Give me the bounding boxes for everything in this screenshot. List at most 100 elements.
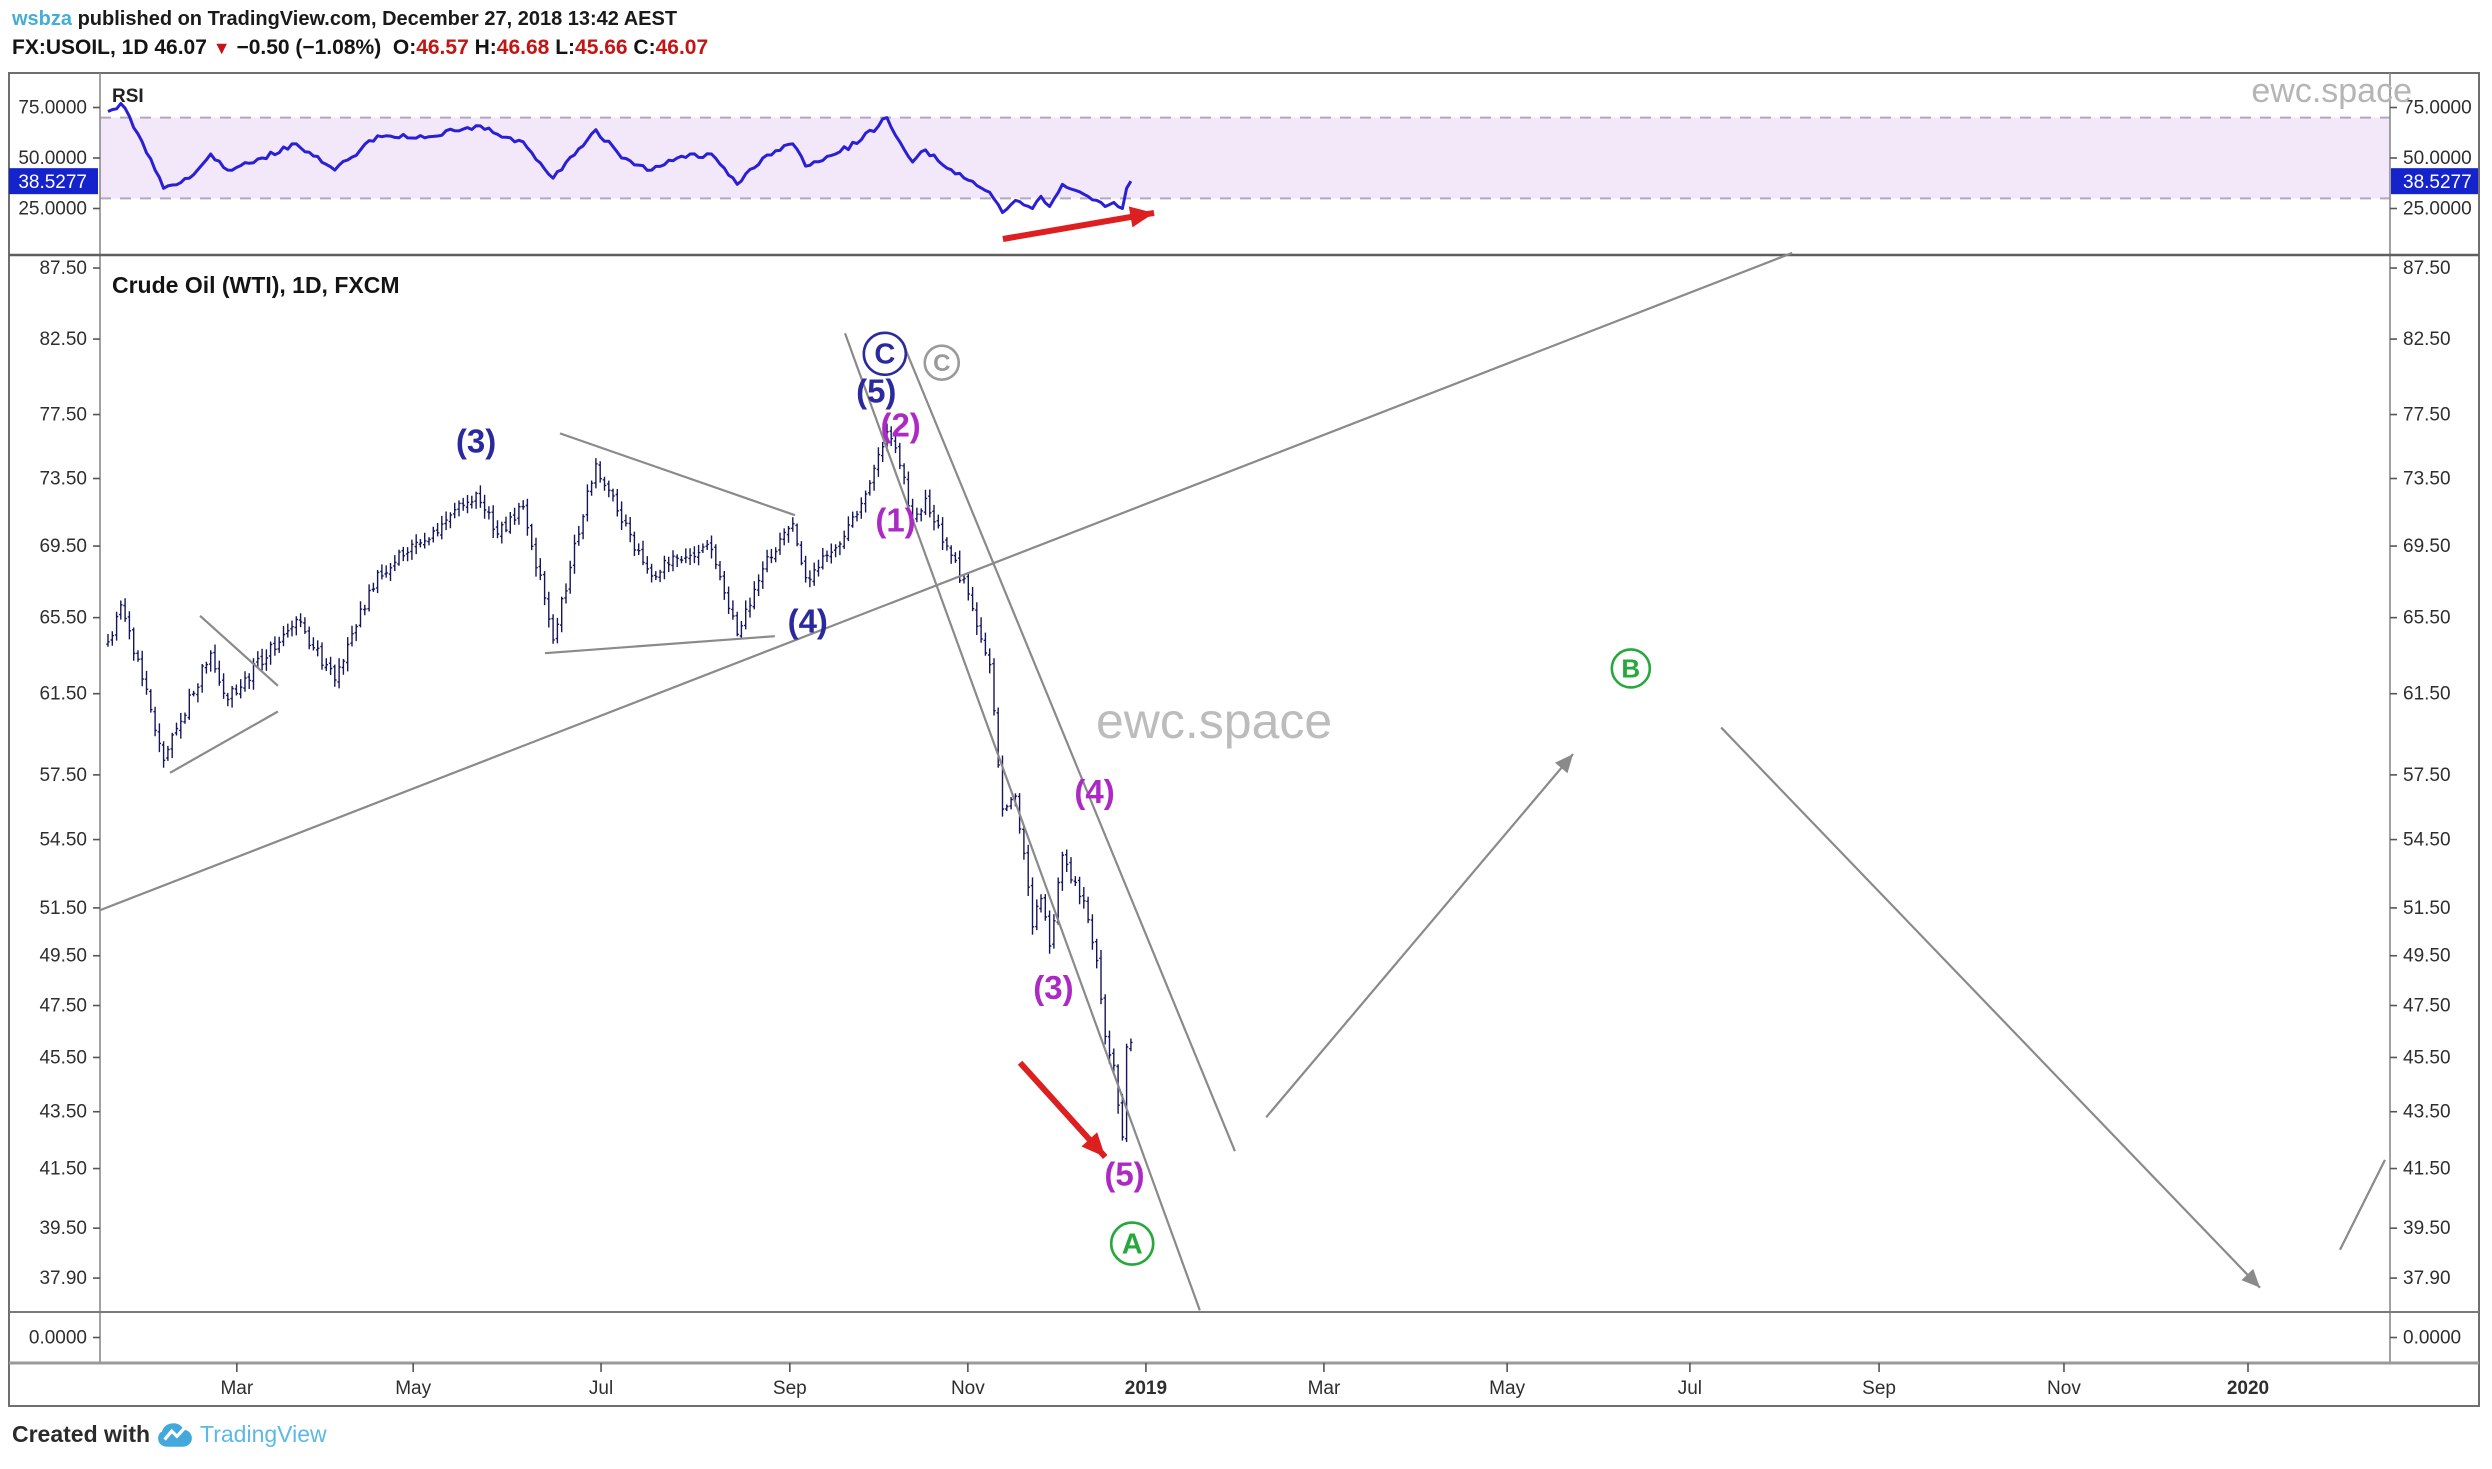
time-axis-label: Sep — [1862, 1378, 1896, 1399]
wave-label: C — [862, 331, 908, 377]
rsi-value-tag-text: 38.5277 — [2403, 172, 2472, 193]
arrow-head — [1555, 754, 1574, 774]
wave-label: (5) — [1104, 1156, 1144, 1193]
low-label: L: — [555, 36, 576, 59]
symbol-name: FX:USOIL, 1D — [12, 36, 149, 59]
time-axis-label: Mar — [1308, 1378, 1341, 1399]
symbol-status-row: FX:USOIL, 1D 46.07 ▼ −0.50 (−1.08%) O:46… — [12, 36, 708, 60]
axis-label: 0.0000 — [29, 1328, 87, 1349]
time-axis-label: Mar — [220, 1378, 253, 1399]
rsi-line — [107, 102, 1133, 214]
time-axis-label: Nov — [2047, 1378, 2081, 1399]
close-value: 46.07 — [655, 36, 709, 59]
wave-label: (1) — [875, 502, 915, 539]
wave-label: (4) — [1074, 773, 1114, 810]
time-axis-label: Jul — [1678, 1378, 1702, 1399]
high-value: 46.68 — [496, 36, 550, 59]
axis-label: 41.50 — [2403, 1159, 2451, 1180]
author-link[interactable]: wsbza — [12, 8, 73, 30]
axis-label: 50.0000 — [2403, 148, 2472, 169]
watermark-center: ewc.space — [1096, 693, 1333, 749]
wave-label: C — [923, 344, 961, 382]
axis-label: 47.50 — [2403, 996, 2451, 1017]
wave-label: (2) — [880, 407, 920, 444]
axis-label: 41.50 — [39, 1159, 87, 1180]
trendline — [903, 347, 1236, 1152]
svg-text:(2): (2) — [880, 407, 920, 444]
axis-label: 65.50 — [39, 608, 87, 629]
axis-label: 75.0000 — [18, 98, 87, 119]
svg-text:B: B — [1621, 653, 1640, 683]
time-axis-label: May — [395, 1378, 431, 1399]
wave-label: (4) — [788, 603, 828, 640]
axis-label: 25.0000 — [2403, 199, 2472, 220]
axis-label: 43.50 — [2403, 1102, 2451, 1123]
trendline — [169, 710, 279, 774]
axis-label: 51.50 — [39, 898, 87, 919]
axis-label: 82.50 — [2403, 329, 2451, 350]
last-price: 46.07 — [154, 36, 207, 59]
wave-label: (3) — [456, 423, 496, 460]
axis-label: 69.50 — [39, 536, 87, 557]
time-axis-label: Jul — [589, 1378, 613, 1399]
axis-label: 57.50 — [2403, 765, 2451, 786]
close-label: C: — [633, 36, 656, 59]
axis-label: 75.0000 — [2403, 98, 2472, 119]
axis-label: 39.50 — [2403, 1218, 2451, 1239]
svg-text:(5): (5) — [856, 373, 896, 410]
axis-label: 61.50 — [39, 684, 87, 705]
svg-text:(1): (1) — [875, 502, 915, 539]
time-axis-label: May — [1489, 1378, 1525, 1399]
tradingview-logo-icon — [158, 1422, 192, 1448]
trendline — [99, 251, 1793, 912]
chart-title: Crude Oil (WTI), 1D, FXCM — [112, 272, 400, 298]
wave-label: (3) — [1033, 969, 1073, 1006]
axis-label: 45.50 — [2403, 1047, 2451, 1068]
red-arrow — [1017, 1060, 1108, 1159]
chart-frame — [8, 72, 2480, 1407]
axis-label: 57.50 — [39, 765, 87, 786]
svg-text:A: A — [1122, 1228, 1143, 1260]
axis-label: 61.50 — [2403, 684, 2451, 705]
open-label: O: — [392, 36, 417, 59]
trendline — [1720, 726, 2261, 1289]
axis-label: 82.50 — [39, 329, 87, 350]
rsi-indicator-label: RSI — [112, 86, 144, 107]
axis-label: 87.50 — [2403, 258, 2451, 279]
arrow-head — [2241, 1268, 2260, 1288]
footer: Created with TradingView — [12, 1421, 327, 1448]
time-axis-label: Sep — [773, 1378, 807, 1399]
open-value: 46.57 — [416, 36, 469, 59]
axis-label: 43.50 — [39, 1102, 87, 1123]
created-with-label: Created with — [12, 1421, 151, 1447]
axis-label: 0.0000 — [2403, 1328, 2461, 1349]
price-change: −0.50 (−1.08%) — [236, 36, 382, 59]
trendline — [1265, 753, 1574, 1118]
svg-text:(5): (5) — [1104, 1156, 1144, 1193]
high-label: H: — [474, 36, 497, 59]
trendline — [843, 332, 1201, 1311]
svg-text:(4): (4) — [788, 603, 828, 640]
ohlc-bars — [106, 423, 1133, 1142]
svg-text:(4): (4) — [1074, 773, 1114, 810]
wave-label: B — [1610, 648, 1652, 689]
time-axis-label: 2019 — [1125, 1378, 1167, 1399]
time-axis-label: 2020 — [2227, 1378, 2269, 1399]
axis-label: 87.50 — [39, 258, 87, 279]
red-arrow — [1002, 206, 1155, 242]
trendline — [199, 614, 279, 687]
watermark-top-right: ewc.space — [2251, 72, 2412, 110]
axis-label: 73.50 — [2403, 469, 2451, 490]
publish-info: published on TradingView.com, December 2… — [72, 8, 678, 30]
axis-label: 25.0000 — [18, 199, 87, 220]
axis-label: 54.50 — [2403, 830, 2451, 851]
rsi-value-tag — [9, 168, 98, 195]
publish-header: wsbza published on TradingView.com, Dece… — [12, 8, 677, 31]
axis-label: 77.50 — [2403, 405, 2451, 426]
trendline — [544, 635, 775, 655]
axis-label: 37.90 — [2403, 1268, 2451, 1289]
tradingview-brand-link[interactable]: TradingView — [200, 1421, 327, 1447]
svg-text:C: C — [933, 350, 950, 377]
